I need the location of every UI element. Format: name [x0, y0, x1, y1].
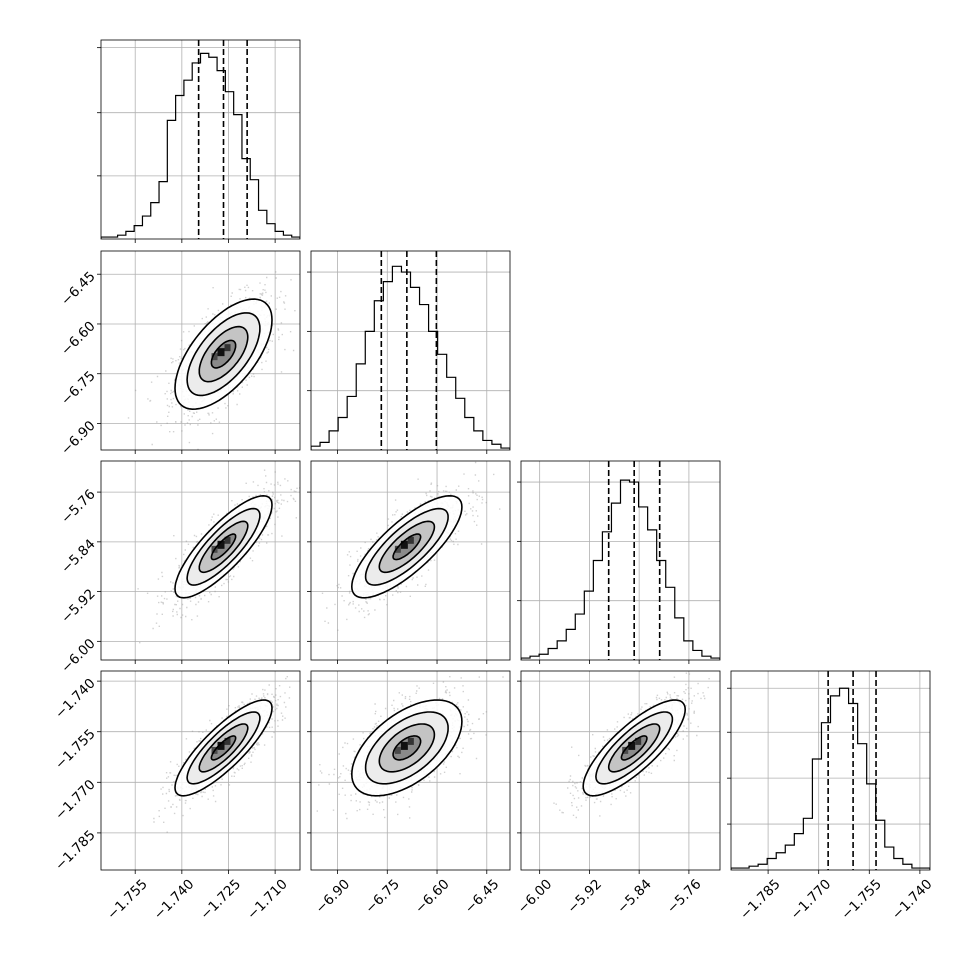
panel-1-0 — [97, 250, 301, 454]
axes-layer: −6.90−6.75−6.60−6.45−6.00−5.92−5.84−5.76… — [52, 39, 936, 923]
panel-3-2-contour-0 — [620, 735, 648, 761]
panel-3-0 — [97, 670, 301, 874]
panel-3-3-xtick-label-2: −1.755 — [838, 876, 885, 923]
panel-1-0-contour-0 — [210, 339, 237, 369]
panel-3-1-xtick-label-1: −6.75 — [362, 876, 403, 917]
panel-0-0-frame — [100, 39, 301, 240]
panel-1-0-ytick-label-3: −6.45 — [58, 269, 99, 310]
panel-1-0-peak-block-b — [224, 344, 231, 352]
panel-3-3-xtick-label-3: −1.740 — [889, 876, 936, 923]
panel-2-1-peak-block-c — [394, 545, 401, 553]
panel-2-0-density — [137, 469, 300, 644]
panel-3-3-frame — [730, 670, 931, 871]
panel-3-0-xtick-label-1: −1.740 — [151, 876, 198, 923]
panel-3-1-peak-block-b — [407, 737, 414, 745]
panel-3-0-frame — [100, 670, 301, 871]
panel-0-0-histogram — [101, 52, 300, 239]
panel-2-1-frame — [310, 460, 511, 661]
panel-1-0-frame — [100, 250, 301, 451]
panel-3-1-frame — [310, 670, 511, 871]
panel-2-0-peak-block-a — [217, 540, 225, 549]
panel-3-2-peak-block-b — [635, 737, 642, 745]
panel-1-0-contour-2 — [186, 312, 261, 397]
panel-1-1-histogram — [311, 265, 510, 450]
panel-3-0-contour-1 — [198, 723, 249, 773]
panel-3-2 — [517, 670, 721, 874]
panel-2-1-contour-0 — [392, 533, 422, 561]
panel-1-0-contour-1 — [198, 325, 249, 383]
panel-2-0-ytick-label-0: −6.00 — [58, 636, 99, 677]
panel-2-1 — [307, 460, 511, 664]
panel-2-0-contour-2 — [186, 507, 261, 586]
panel-1-0-density — [127, 271, 296, 450]
panel-2-0-contour-0 — [210, 533, 237, 561]
panel-0-0 — [97, 39, 301, 243]
panel-1-0-ytick-label-1: −6.75 — [58, 368, 99, 409]
panel-3-0-peak-block-b — [224, 737, 231, 745]
panel-3-3-histogram — [731, 687, 930, 870]
panel-2-0-ytick-label-3: −5.76 — [58, 486, 99, 527]
panel-2-0-contour-1 — [198, 520, 249, 574]
panel-2-0-peak-block-b — [224, 536, 231, 544]
panel-2-2-frame — [520, 460, 721, 661]
panel-1-0-ytick-label-0: −6.90 — [58, 418, 99, 459]
panel-3-2-peak-block-a — [628, 741, 636, 750]
panel-3-0-contour-0 — [210, 735, 237, 761]
panel-3-1-contour-3 — [350, 699, 463, 797]
panel-2-2 — [517, 460, 721, 664]
panel-3-1-density — [316, 676, 510, 820]
panel-3-2-xtick-label-1: −5.92 — [564, 876, 605, 917]
panel-1-0-contour-3 — [174, 298, 273, 411]
panel-3-1-peak-block-a — [400, 741, 408, 750]
panel-3-0-contour-3 — [174, 699, 273, 797]
panel-2-1-contour-2 — [364, 507, 449, 586]
panel-3-0-xtick-label-3: −1.710 — [244, 876, 291, 923]
panel-2-1-contour-1 — [378, 520, 436, 574]
panel-3-3-xtick-label-1: −1.770 — [788, 876, 835, 923]
panel-3-1 — [307, 670, 511, 874]
panel-3-2-contour-2 — [595, 711, 674, 785]
panel-3-1-contour-1 — [378, 723, 436, 773]
panel-1-0-peak-block-c — [211, 353, 218, 361]
panel-3-1-xtick-label-3: −6.45 — [462, 876, 503, 917]
panel-3-3 — [727, 670, 931, 874]
panel-3-0-ytick-label-1: −1.770 — [52, 777, 99, 824]
panel-1-1-frame — [310, 250, 511, 451]
panel-3-0-peak-block-a — [217, 741, 225, 750]
panel-3-2-xtick-label-3: −5.76 — [664, 876, 705, 917]
panel-3-0-ytick-label-0: −1.785 — [52, 827, 99, 874]
panel-3-0-ytick-label-2: −1.755 — [52, 726, 99, 773]
panel-3-1-xtick-label-2: −6.60 — [412, 876, 453, 917]
panel-3-0-xtick-label-2: −1.725 — [197, 876, 244, 923]
panel-3-0-density — [153, 676, 291, 833]
panel-1-0-peak-block-a — [217, 348, 225, 357]
panel-2-0-contour-3 — [174, 494, 273, 599]
panel-3-3-xtick-label-0: −1.785 — [737, 876, 784, 923]
panel-3-1-contour-0 — [392, 735, 422, 761]
panel-3-2-frame — [520, 670, 721, 871]
panel-2-1-contour-3 — [350, 494, 463, 599]
panel-3-2-contour-3 — [582, 699, 687, 797]
panel-3-1-peak-block-c — [394, 746, 401, 754]
panel-3-2-contour-1 — [607, 723, 661, 773]
panel-2-0-ytick-label-2: −5.84 — [58, 536, 99, 577]
panel-3-2-xtick-label-0: −6.00 — [515, 876, 556, 917]
panel-3-2-xtick-label-2: −5.84 — [614, 876, 655, 917]
panel-1-0-ytick-label-2: −6.60 — [58, 318, 99, 359]
panel-2-2-histogram — [521, 479, 720, 660]
panel-2-1-peak-block-a — [400, 540, 408, 549]
panel-3-2-density — [553, 672, 710, 819]
panel-1-1 — [307, 250, 511, 454]
panel-2-0-ytick-label-1: −5.92 — [58, 586, 99, 627]
panel-2-1-peak-block-b — [407, 536, 414, 544]
panel-3-0-ytick-label-3: −1.740 — [52, 675, 99, 722]
panel-2-0 — [97, 460, 301, 664]
panel-3-1-xtick-label-0: −6.90 — [313, 876, 354, 917]
panel-3-1-contour-2 — [364, 711, 449, 785]
panel-2-1-density — [321, 461, 501, 631]
panel-3-0-xtick-label-0: −1.755 — [104, 876, 151, 923]
panel-3-0-contour-2 — [186, 711, 261, 785]
panel-2-0-frame — [100, 460, 301, 661]
